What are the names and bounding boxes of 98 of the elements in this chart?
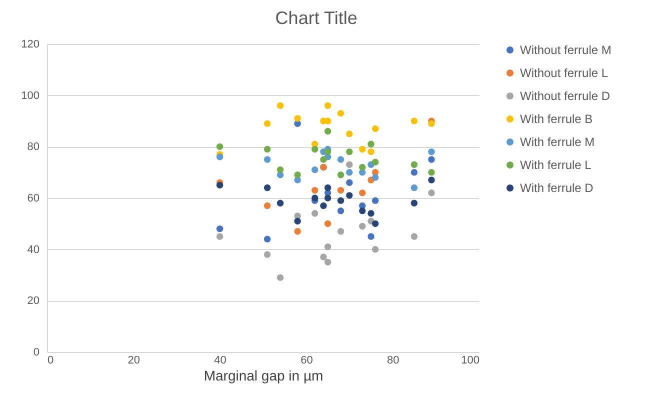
- point: [346, 148, 353, 156]
- point: [359, 164, 366, 171]
- point: [324, 258, 332, 266]
- point: [346, 161, 353, 168]
- point: [216, 143, 224, 150]
- x-tick-label: 0: [48, 354, 54, 366]
- legend-label: Without ferrule L: [520, 66, 608, 80]
- point: [428, 156, 435, 163]
- point: [346, 192, 353, 199]
- point: [264, 156, 271, 163]
- point: [311, 146, 318, 153]
- point: [264, 202, 271, 210]
- point: [264, 236, 271, 242]
- point: [359, 207, 366, 214]
- x-tick-label: 100: [461, 354, 480, 366]
- point: [368, 148, 374, 156]
- point: [216, 233, 224, 240]
- point: [410, 233, 418, 240]
- chart-title: Chart Title: [275, 8, 358, 28]
- y-tick-label: 80: [27, 141, 40, 154]
- point: [410, 161, 418, 168]
- point: [337, 186, 344, 194]
- point: [311, 210, 318, 217]
- point: [324, 148, 332, 156]
- point: [311, 186, 318, 194]
- y-tick-label: 60: [27, 192, 40, 204]
- legend-label: With ferrule B: [520, 112, 593, 126]
- point: [359, 222, 366, 230]
- point: [324, 102, 332, 109]
- point: [276, 200, 284, 206]
- y-tick-label: 100: [21, 90, 40, 102]
- y-tick-label: 120: [21, 38, 40, 50]
- point: [324, 220, 332, 228]
- point: [324, 184, 332, 192]
- legend-label: With ferrule L: [520, 158, 592, 172]
- point: [368, 140, 374, 148]
- point: [294, 218, 301, 224]
- point: [372, 197, 379, 204]
- point: [337, 156, 344, 163]
- point: [372, 125, 379, 132]
- point: [216, 182, 224, 189]
- point: [276, 274, 284, 281]
- point: [372, 158, 379, 166]
- point: [276, 102, 284, 109]
- x-tick-label: 60: [300, 354, 313, 366]
- legend-label: Without ferrule M: [520, 43, 612, 57]
- legend-label: Without ferrule D: [520, 89, 610, 103]
- point: [372, 246, 379, 253]
- point: [346, 168, 353, 176]
- point: [428, 190, 435, 196]
- point: [359, 146, 366, 153]
- point: [320, 202, 327, 210]
- point: [311, 166, 318, 174]
- point: [428, 176, 435, 184]
- point: [428, 120, 435, 127]
- point: [324, 128, 332, 135]
- point: [337, 228, 344, 235]
- y-tick-label: 40: [27, 244, 40, 256]
- y-tick-label: 0: [33, 346, 40, 358]
- legend-label: With ferrule M: [520, 135, 595, 149]
- point: [410, 118, 418, 124]
- x-axis-title: Marginal gap in µm: [204, 368, 324, 384]
- point: [311, 194, 318, 202]
- point: [320, 254, 327, 260]
- point: [216, 154, 224, 160]
- point: [324, 243, 332, 250]
- point: [368, 210, 374, 217]
- point: [337, 207, 344, 214]
- point: [428, 148, 435, 156]
- x-tick-label: 80: [386, 354, 400, 366]
- point: [320, 156, 327, 163]
- point: [324, 194, 332, 202]
- point: [216, 225, 224, 232]
- x-tick-label: 20: [128, 354, 140, 366]
- point: [410, 168, 418, 176]
- point: [337, 172, 344, 178]
- point: [410, 184, 418, 192]
- point: [368, 233, 374, 240]
- point: [337, 110, 344, 117]
- point: [372, 220, 379, 228]
- y-tick-label: 20: [27, 295, 40, 308]
- x-tick-label: 40: [214, 354, 226, 366]
- point: [337, 197, 344, 204]
- point: [410, 200, 418, 206]
- point: [264, 146, 271, 153]
- point: [346, 179, 353, 186]
- point: [276, 166, 284, 174]
- point: [264, 120, 271, 127]
- point: [372, 174, 379, 181]
- point: [359, 190, 366, 196]
- point: [264, 251, 271, 258]
- point: [294, 115, 301, 122]
- point: [346, 130, 353, 138]
- point: [264, 184, 271, 192]
- point: [294, 228, 301, 235]
- point: [294, 172, 301, 178]
- point: [428, 168, 435, 176]
- legend-label: With ferrule D: [520, 181, 594, 195]
